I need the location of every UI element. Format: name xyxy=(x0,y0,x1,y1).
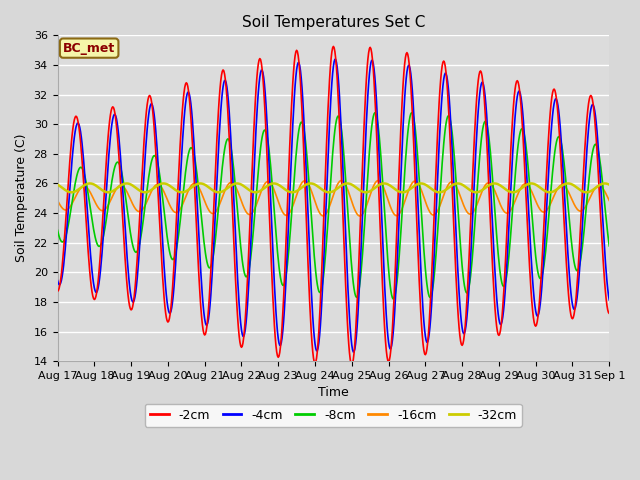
Text: BC_met: BC_met xyxy=(63,42,115,55)
Legend: -2cm, -4cm, -8cm, -16cm, -32cm: -2cm, -4cm, -8cm, -16cm, -32cm xyxy=(145,404,522,427)
Y-axis label: Soil Temperature (C): Soil Temperature (C) xyxy=(15,134,28,263)
Title: Soil Temperatures Set C: Soil Temperatures Set C xyxy=(242,15,425,30)
X-axis label: Time: Time xyxy=(318,386,349,399)
